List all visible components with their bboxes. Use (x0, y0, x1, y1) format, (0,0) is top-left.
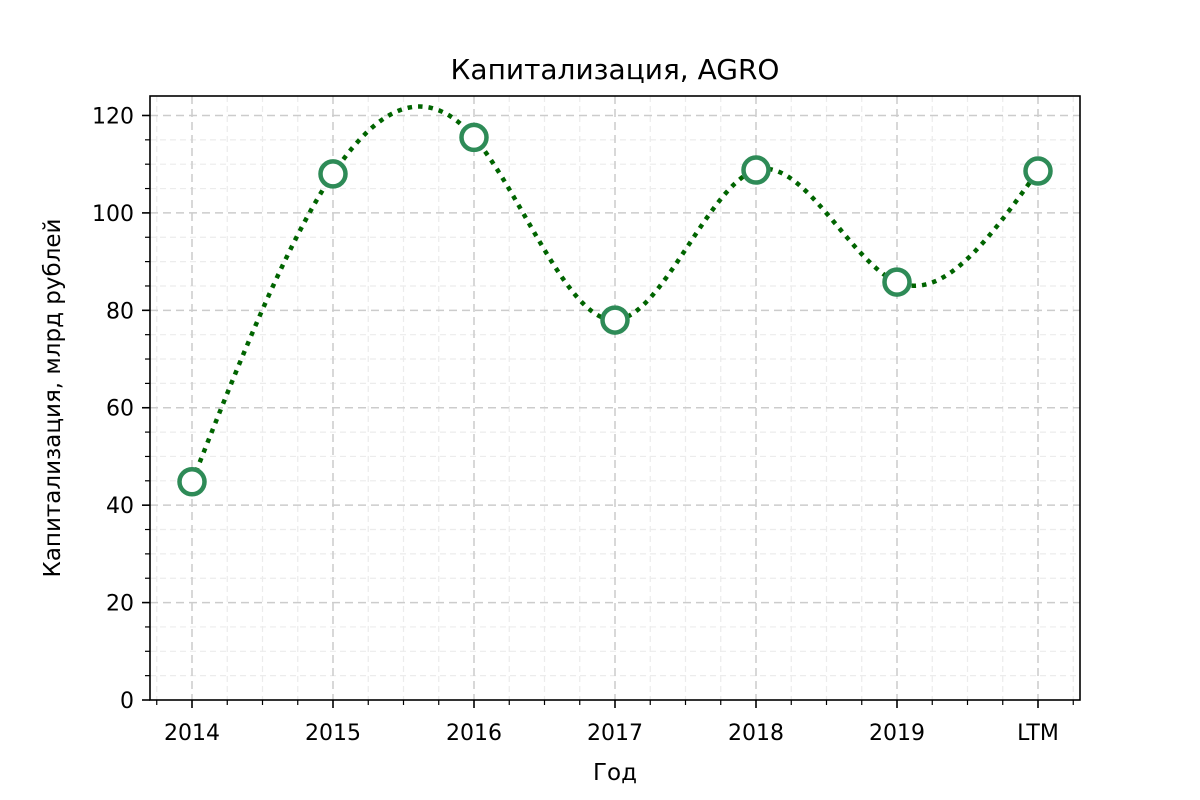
data-point (600, 305, 630, 335)
y-tick-label: 100 (92, 202, 134, 227)
x-axis-title: Год (593, 760, 637, 786)
chart-title: Капитализация, AGRO (451, 53, 780, 86)
data-point (177, 467, 207, 497)
major-grid (150, 96, 1080, 700)
x-tick-label: 2016 (446, 721, 502, 746)
x-tick-labels: 2014 2015 2016 2017 2018 2019 LTM (164, 721, 1059, 746)
x-tick-label: 2018 (728, 721, 784, 746)
data-points (177, 122, 1053, 497)
y-tick-label: 40 (106, 494, 134, 519)
data-point (882, 267, 912, 297)
axis-ticks (142, 114, 1074, 708)
x-tick-label: LTM (1017, 721, 1059, 746)
data-point (741, 155, 771, 185)
x-tick-label: 2017 (587, 721, 643, 746)
data-point (459, 122, 489, 153)
y-tick-label: 60 (106, 397, 134, 422)
y-tick-label: 120 (92, 104, 134, 129)
x-tick-label: 2014 (164, 721, 220, 746)
data-point (318, 159, 348, 189)
data-point (1023, 156, 1053, 186)
y-tick-label: 20 (106, 592, 134, 617)
y-axis-title: Капитализация, млрд рублей (40, 219, 66, 578)
y-tick-label: 0 (120, 689, 134, 714)
x-tick-label: 2019 (869, 721, 925, 746)
y-tick-labels: 0 20 40 60 80 100 120 (92, 104, 134, 714)
x-tick-label: 2015 (305, 721, 361, 746)
y-tick-label: 80 (106, 299, 134, 324)
